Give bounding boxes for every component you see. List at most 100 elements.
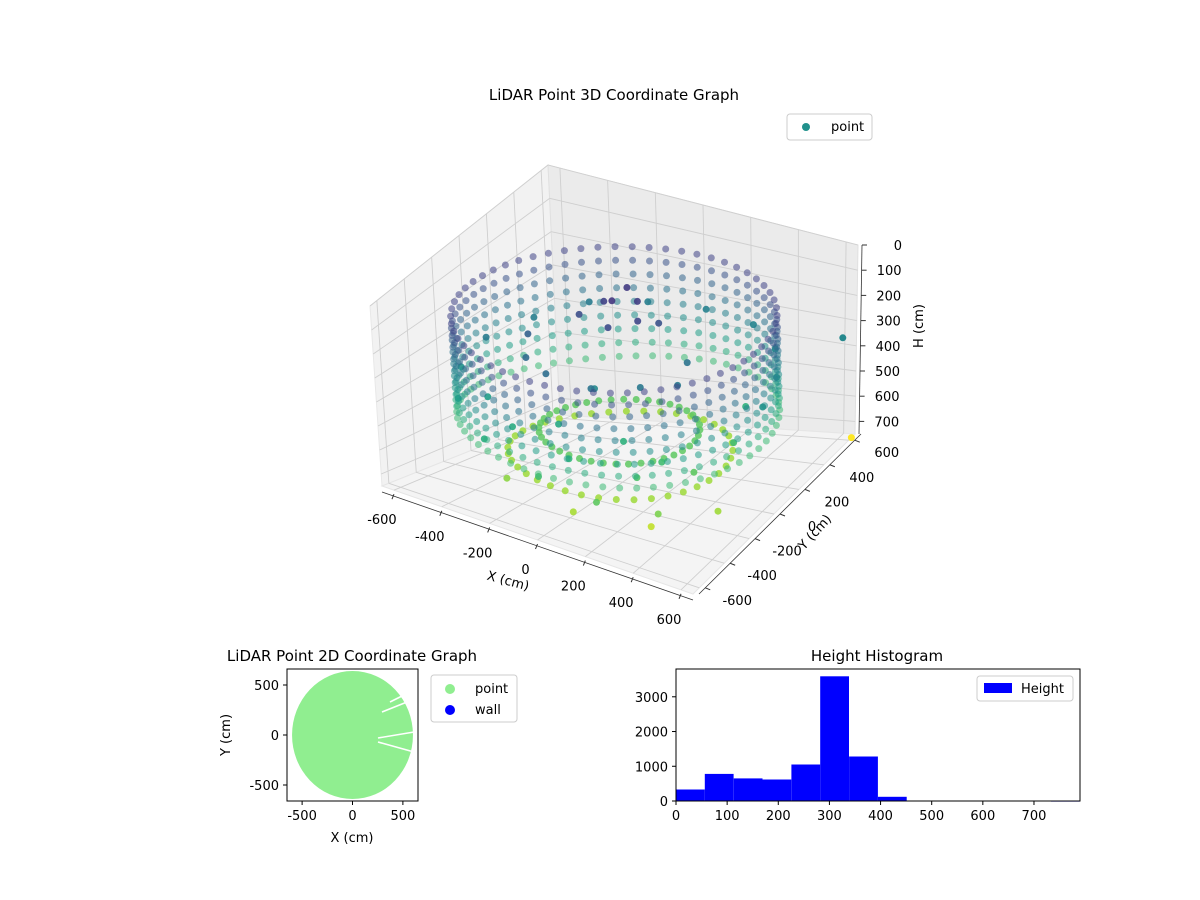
data-point-3d (625, 401, 633, 409)
data-point-3d (484, 447, 492, 455)
data-point-3d (733, 276, 741, 284)
data-point-3d (620, 395, 628, 403)
data-point-3d (506, 448, 514, 456)
data-point-3d (464, 335, 472, 342)
data-point-3d (677, 431, 685, 439)
data-point-3d (695, 463, 703, 471)
data-point-3d (770, 351, 778, 359)
x-tick-3d (439, 510, 443, 516)
data-point-3d (526, 378, 534, 385)
y-tick-3d (754, 538, 761, 542)
legend-2d-label-wall: wall (475, 703, 501, 718)
data-point-3d (645, 244, 653, 251)
data-point-3d (458, 392, 466, 400)
histogram-bar (762, 779, 792, 801)
chart-2d: LiDAR Point 2D Coordinate Graph -500 0 500… (219, 647, 518, 846)
data-point-3d (535, 362, 542, 370)
data-point-3d (744, 416, 752, 424)
data-point-3d (520, 365, 528, 373)
data-point-3d (591, 400, 599, 408)
data-point-3d (555, 420, 563, 428)
data-point-3d (447, 312, 455, 320)
x-tick-label-3d: 0 (521, 563, 529, 578)
data-point-3d (459, 404, 467, 412)
data-point-3d (467, 434, 475, 442)
data-point-3d-outlier (847, 434, 855, 442)
grid-line-z-back (549, 197, 858, 271)
data-point-3d (744, 294, 752, 302)
legend-histogram-label: Height (1021, 682, 1064, 697)
data-point-3d (722, 348, 730, 355)
data-point-3d (678, 443, 686, 451)
data-point-3d (773, 304, 780, 312)
y-tick-label-2d: 0 (271, 729, 279, 744)
data-point-3d (680, 467, 688, 475)
data-point-3d (753, 299, 761, 307)
data-point-3d (646, 271, 654, 279)
data-point-3d (744, 319, 752, 326)
data-point-3d (741, 369, 749, 377)
data-point-3d (492, 319, 500, 327)
data-point-3d (693, 439, 701, 447)
data-point-3d (768, 418, 776, 425)
data-point-3d (754, 421, 761, 429)
data-point-3d (530, 266, 538, 274)
data-point-3d (542, 393, 550, 401)
data-point-3d (746, 452, 754, 460)
data-point-3d (467, 349, 475, 357)
data-point-3d (579, 286, 587, 294)
x-tick-label-2d: 0 (348, 809, 356, 824)
data-point-3d (760, 306, 768, 314)
data-point-3d (522, 354, 530, 361)
data-point-3d (614, 325, 622, 333)
data-point-3d (744, 331, 752, 339)
data-point-3d (759, 378, 767, 386)
data-point-3d (683, 407, 691, 415)
data-point-3d (628, 437, 636, 444)
data-point-3d (629, 270, 637, 278)
data-point-3d (471, 316, 479, 324)
grid-line-y-left (513, 192, 527, 429)
y-tick-label-3d: 200 (825, 495, 850, 510)
data-point-3d (511, 432, 519, 440)
data-point-3d (534, 348, 542, 356)
data-point-3d (461, 427, 469, 435)
data-point-3d (724, 465, 731, 473)
data-point-3d (553, 407, 561, 415)
grid-line-x-back (654, 192, 663, 422)
data-point-3d (752, 386, 759, 394)
data-point-3d (722, 441, 730, 449)
data-point-3d (577, 491, 585, 499)
data-point-3d (709, 344, 717, 352)
data-point-3d (545, 263, 553, 271)
data-point-3d (530, 424, 538, 432)
data-point-3d (722, 309, 729, 317)
data-point-3d (546, 290, 554, 298)
x-tick-label-histogram: 700 (1022, 809, 1047, 824)
data-point-3d (487, 362, 495, 370)
data-point-3d (771, 374, 779, 382)
data-point-3d (694, 316, 702, 324)
data-point-3d (611, 437, 619, 445)
x-tick-label-histogram: 0 (672, 809, 680, 824)
data-point-3d (544, 416, 552, 424)
data-point-3d (695, 342, 703, 350)
data-point-3d (530, 313, 538, 321)
data-point-3d (468, 360, 476, 368)
data-point-3d (546, 277, 554, 285)
data-point-3d (490, 396, 498, 404)
data-point-3d (464, 399, 472, 407)
data-point-3d (515, 407, 523, 415)
data-point-3d (561, 260, 569, 268)
data-point-3d (569, 508, 577, 516)
data-point-3d (760, 294, 768, 302)
data-point-3d (716, 369, 724, 377)
z-tick-label-3d: 700 (874, 415, 899, 430)
data-point-3d (637, 459, 645, 467)
y-tick-label-histogram: 3000 (635, 691, 668, 706)
data-point-3d (708, 280, 716, 288)
data-point-3d (457, 316, 464, 323)
data-point-3d (565, 343, 573, 351)
y-tick-label-3d: 400 (849, 471, 874, 486)
data-point-3d (708, 306, 716, 314)
